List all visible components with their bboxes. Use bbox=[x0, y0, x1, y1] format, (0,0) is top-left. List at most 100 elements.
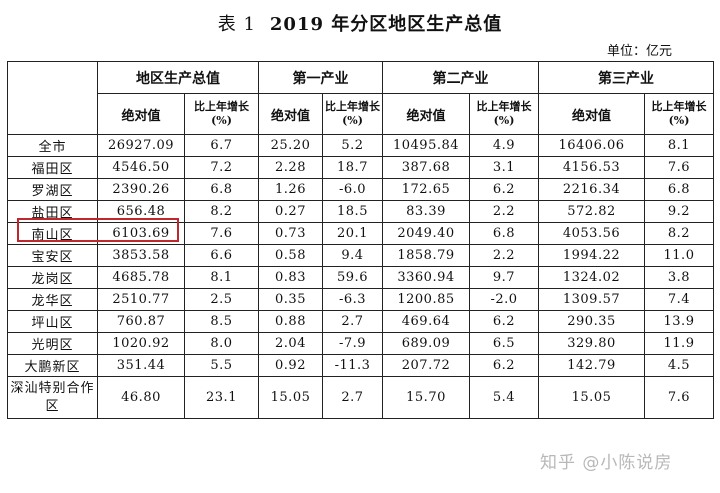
value-cell: 689.09 bbox=[382, 332, 470, 355]
value-cell: 172.65 bbox=[382, 178, 470, 201]
table-row: 盐田区 656.48 8.2 0.27 18.5 83.39 2.2 572.82 9.2 bbox=[7, 200, 714, 223]
value-cell: 6.2 bbox=[469, 354, 539, 377]
value-cell: 5.2 bbox=[322, 134, 383, 157]
value-cell: 2.28 bbox=[258, 156, 323, 179]
value-cell: 207.72 bbox=[382, 354, 470, 377]
unit-label: 单位：亿元 bbox=[606, 44, 672, 59]
value-cell: 6.8 bbox=[644, 178, 714, 201]
table-row: 罗湖区 2390.26 6.8 1.26 -6.0 172.65 6.2 2216.34 6.8 bbox=[7, 178, 714, 201]
header-growth: 比上年增长(%) bbox=[184, 93, 259, 135]
value-cell: 1200.85 bbox=[382, 288, 470, 311]
value-cell: 9.4 bbox=[322, 244, 383, 267]
district-name-cell: 龙岗区 bbox=[7, 266, 98, 289]
value-cell: 2.04 bbox=[258, 332, 323, 355]
district-name-cell: 坪山区 bbox=[7, 310, 98, 333]
value-cell: 4156.53 bbox=[538, 156, 645, 179]
value-cell: 6.6 bbox=[184, 244, 259, 267]
value-cell: 1324.02 bbox=[538, 266, 645, 289]
value-cell: 16406.06 bbox=[538, 134, 645, 157]
value-cell: -6.0 bbox=[322, 178, 383, 201]
district-name-cell: 福田区 bbox=[7, 156, 98, 179]
value-cell: 387.68 bbox=[382, 156, 470, 179]
value-cell: 7.6 bbox=[184, 222, 259, 245]
value-cell: 11.9 bbox=[644, 332, 714, 355]
district-name-cell: 大鹏新区 bbox=[7, 354, 98, 377]
header-tertiary: 第三产业 bbox=[538, 61, 714, 94]
table-row: 大鹏新区 351.44 5.5 0.92 -11.3 207.72 6.2 142.79 4.5 bbox=[7, 354, 714, 377]
header-corner bbox=[7, 61, 98, 135]
value-cell: 1309.57 bbox=[538, 288, 645, 311]
value-cell: 142.79 bbox=[538, 354, 645, 377]
value-cell: 20.1 bbox=[322, 222, 383, 245]
value-cell: 0.83 bbox=[258, 266, 323, 289]
value-cell: 2216.34 bbox=[538, 178, 645, 201]
value-cell: 6.8 bbox=[469, 222, 539, 245]
header-growth: 比上年增长(%) bbox=[322, 93, 383, 135]
header-abs: 绝对值 bbox=[382, 93, 470, 135]
value-cell: 6.7 bbox=[184, 134, 259, 157]
table-row: 坪山区 760.87 8.5 0.88 2.7 469.64 6.2 290.35 13.9 bbox=[7, 310, 714, 333]
header-abs: 绝对值 bbox=[97, 93, 185, 135]
value-cell: 8.2 bbox=[644, 222, 714, 245]
value-cell: 0.35 bbox=[258, 288, 323, 311]
value-cell: 5.5 bbox=[184, 354, 259, 377]
header-growth: 比上年增长(%) bbox=[469, 93, 539, 135]
value-cell: 760.87 bbox=[97, 310, 185, 333]
header-row-groups: 地区生产总值 第一产业 第二产业 第三产业 bbox=[7, 61, 714, 135]
value-cell: 329.80 bbox=[538, 332, 645, 355]
value-cell: 15.05 bbox=[258, 376, 323, 419]
value-cell: 18.5 bbox=[322, 200, 383, 223]
value-cell: 2049.40 bbox=[382, 222, 470, 245]
table-row: 全市 26927.09 6.7 25.20 5.2 10495.84 4.9 16406.06… bbox=[7, 134, 714, 157]
value-cell: 8.1 bbox=[644, 134, 714, 157]
value-cell: 469.64 bbox=[382, 310, 470, 333]
value-cell: 4.5 bbox=[644, 354, 714, 377]
table-row: 宝安区 3853.58 6.6 0.58 9.4 1858.79 2.2 1994.22 11.… bbox=[7, 244, 714, 267]
value-cell: 4685.78 bbox=[97, 266, 185, 289]
value-cell: 6.8 bbox=[184, 178, 259, 201]
header-primary: 第一产业 bbox=[258, 61, 383, 94]
value-cell: 6.5 bbox=[469, 332, 539, 355]
value-cell: 26927.09 bbox=[97, 134, 185, 157]
district-name-cell: 深汕特别合作区 bbox=[7, 376, 98, 419]
value-cell: 7.4 bbox=[644, 288, 714, 311]
watermark: 知乎 @小陈说房 bbox=[540, 453, 673, 473]
table-row: 深汕特别合作区 46.80 23.1 15.05 2.7 15.70 5.4 15.05 7.6 bbox=[7, 376, 714, 419]
district-name-cell: 宝安区 bbox=[7, 244, 98, 267]
table-row: 福田区 4546.50 7.2 2.28 18.7 387.68 3.1 4156.53 7.6 bbox=[7, 156, 714, 179]
highlight-box-yantian bbox=[17, 218, 179, 242]
header-abs: 绝对值 bbox=[258, 93, 323, 135]
value-cell: 9.2 bbox=[644, 200, 714, 223]
value-cell: 23.1 bbox=[184, 376, 259, 419]
value-cell: 5.4 bbox=[469, 376, 539, 419]
table-number: 表 1 bbox=[217, 14, 256, 35]
value-cell: 15.05 bbox=[538, 376, 645, 419]
value-cell: -2.0 bbox=[469, 288, 539, 311]
value-cell: 7.6 bbox=[644, 376, 714, 419]
value-cell: 83.39 bbox=[382, 200, 470, 223]
header-secondary: 第二产业 bbox=[382, 61, 539, 94]
value-cell: 0.92 bbox=[258, 354, 323, 377]
district-name-cell: 龙华区 bbox=[7, 288, 98, 311]
value-cell: 11.0 bbox=[644, 244, 714, 267]
value-cell: 6.2 bbox=[469, 310, 539, 333]
district-name-cell: 光明区 bbox=[7, 332, 98, 355]
value-cell: 2.2 bbox=[469, 200, 539, 223]
value-cell: 1.26 bbox=[258, 178, 323, 201]
value-cell: 46.80 bbox=[97, 376, 185, 419]
value-cell: 2.5 bbox=[184, 288, 259, 311]
table-title-text: 2019 年分区地区生产总值 bbox=[269, 14, 503, 35]
value-cell: 59.6 bbox=[322, 266, 383, 289]
value-cell: 1020.92 bbox=[97, 332, 185, 355]
header-growth: 比上年增长(%) bbox=[644, 93, 714, 135]
value-cell: 4.9 bbox=[469, 134, 539, 157]
value-cell: 3360.94 bbox=[382, 266, 470, 289]
value-cell: -6.3 bbox=[322, 288, 383, 311]
value-cell: 0.88 bbox=[258, 310, 323, 333]
table-body: 全市 26927.09 6.7 25.20 5.2 10495.84 4.9 16406.06… bbox=[7, 134, 714, 419]
value-cell: 7.6 bbox=[644, 156, 714, 179]
table-row: 龙华区 2510.77 2.5 0.35 -6.3 1200.85 -2.0 1309.57 7… bbox=[7, 288, 714, 311]
value-cell: 572.82 bbox=[538, 200, 645, 223]
district-name-cell: 罗湖区 bbox=[7, 178, 98, 201]
value-cell: 2.2 bbox=[469, 244, 539, 267]
